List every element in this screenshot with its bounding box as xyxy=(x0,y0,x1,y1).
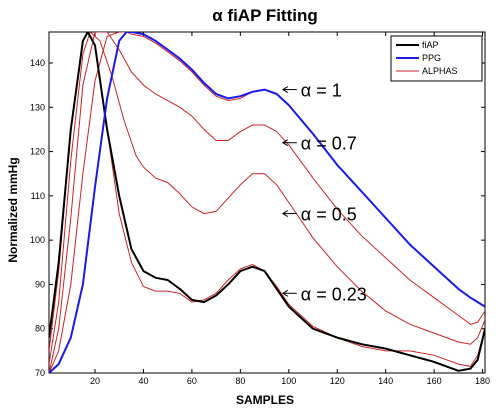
y-tick-label: 120 xyxy=(30,147,45,157)
x-tick-label: 20 xyxy=(90,376,100,386)
series-group xyxy=(49,32,485,373)
series-line-ppg xyxy=(49,32,485,373)
x-tick-label: 60 xyxy=(187,376,197,386)
x-tick-label: 40 xyxy=(138,376,148,386)
annotation-label: α = 1 xyxy=(301,81,342,101)
x-tick-label: 80 xyxy=(235,376,245,386)
x-tick-label: 120 xyxy=(330,376,345,386)
legend-label: fiAP xyxy=(422,40,439,50)
annotation-arrow-icon xyxy=(281,210,289,218)
alpha-curve-0-5 xyxy=(49,32,485,365)
chart-title: α fiAP Fitting xyxy=(212,6,318,25)
y-tick-label: 110 xyxy=(31,191,45,201)
x-tick-label: 140 xyxy=(378,376,393,386)
y-tick-label: 90 xyxy=(35,279,45,289)
alpha-curve-0-7 xyxy=(49,32,485,373)
x-tick-label: 100 xyxy=(281,376,296,386)
series-line-fiap xyxy=(49,32,485,372)
y-tick-label: 80 xyxy=(35,324,45,334)
y-tick-label: 130 xyxy=(30,102,45,112)
annotation-label: α = 0.5 xyxy=(301,205,357,225)
legend-label: PPG xyxy=(422,53,441,63)
legend-label: ALPHAS xyxy=(422,66,458,76)
annotation-arrow-icon xyxy=(281,289,289,297)
x-tick-label: 160 xyxy=(427,376,442,386)
y-tick-label: 140 xyxy=(30,58,45,68)
annotation-arrow-icon xyxy=(281,139,289,147)
plot-frame xyxy=(48,31,486,374)
annotation-label: α = 0.23 xyxy=(301,284,367,304)
y-tick-label: 100 xyxy=(30,235,45,245)
annotation-label: α = 0.7 xyxy=(301,134,357,154)
x-tick-label: 180 xyxy=(475,376,490,386)
y-tick-label: 70 xyxy=(35,368,45,378)
legend: fiAP PPG ALPHAS xyxy=(390,35,483,82)
y-axis-title: Normalized mmHg xyxy=(6,157,20,262)
annotation-arrow-icon xyxy=(281,86,289,94)
plot-area: 20 40 60 80 100 120 140 160 180 70 80 90 100 110 120 13… xyxy=(30,31,490,386)
x-axis-title: SAMPLES xyxy=(236,393,294,407)
